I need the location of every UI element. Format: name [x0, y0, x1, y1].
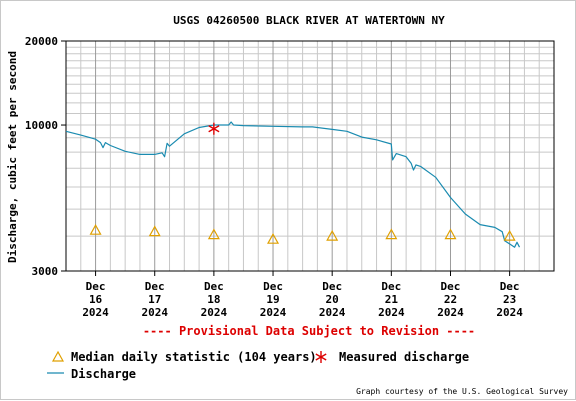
legend-measured-marker	[315, 351, 327, 363]
x-tick-label: Dec	[145, 280, 165, 293]
x-tick-label: 2024	[260, 306, 287, 319]
series-layer	[65, 121, 521, 248]
legend-median-label: Median daily statistic (104 years)	[71, 350, 317, 364]
provisional-annotation: ---- Provisional Data Subject to Revisio…	[143, 324, 475, 338]
x-tick-label: Dec	[263, 280, 283, 293]
chart-title: USGS 04260500 BLACK RIVER AT WATERTOWN N…	[173, 14, 445, 27]
x-tick-label: Dec	[381, 280, 401, 293]
legend-median-marker	[51, 350, 65, 362]
y-tick-label: 10000	[25, 119, 58, 132]
x-tick-label: 23	[503, 293, 516, 306]
legend-discharge-label: Discharge	[71, 367, 136, 381]
y-tick-label: 3000	[32, 265, 59, 278]
usgs-credit: Graph courtesy of the U.S. Geological Su…	[356, 387, 568, 396]
y-axis-ticks: 20000 10000 3000	[25, 35, 66, 278]
median-marker	[207, 228, 220, 240]
median-marker	[89, 223, 102, 235]
x-tick-label: Dec	[441, 280, 461, 293]
median-marker	[267, 232, 280, 244]
median-marker	[326, 229, 339, 241]
x-tick-label: 2024	[378, 306, 405, 319]
x-tick-label: 2024	[82, 306, 109, 319]
x-tick-label: 22	[444, 293, 457, 306]
plot-border	[65, 40, 555, 272]
x-tick-label: 18	[207, 293, 220, 306]
x-tick-label: Dec	[86, 280, 106, 293]
legend: Median daily statistic (104 years) Measu…	[47, 350, 469, 381]
x-tick-label: 2024	[496, 306, 523, 319]
y-tick-label: 20000	[25, 35, 58, 48]
plot-area	[66, 41, 554, 271]
x-tick-label: Dec	[322, 280, 342, 293]
x-tick-label: 19	[266, 293, 279, 306]
x-tick-label: Dec	[204, 280, 224, 293]
median-marker	[385, 228, 398, 240]
x-tick-label: 2024	[319, 306, 346, 319]
y-axis-label: Discharge, cubic feet per second	[6, 51, 19, 263]
x-tick-label: 21	[385, 293, 399, 306]
x-axis-ticks: Dec162024Dec172024Dec182024Dec192024Dec2…	[82, 271, 523, 319]
discharge-line	[65, 121, 521, 248]
measured-discharge-marker	[208, 122, 220, 135]
legend-measured-label: Measured discharge	[339, 350, 469, 364]
x-tick-label: 2024	[141, 306, 168, 319]
grid-lines	[66, 41, 554, 271]
median-marker	[503, 229, 516, 241]
x-tick-label: Dec	[500, 280, 520, 293]
x-tick-label: 16	[89, 293, 103, 306]
median-marker	[444, 228, 457, 240]
x-tick-label: 20	[326, 293, 339, 306]
median-marker	[148, 225, 161, 237]
x-tick-label: 2024	[201, 306, 228, 319]
x-tick-label: 2024	[437, 306, 464, 319]
x-tick-label: 17	[148, 293, 161, 306]
